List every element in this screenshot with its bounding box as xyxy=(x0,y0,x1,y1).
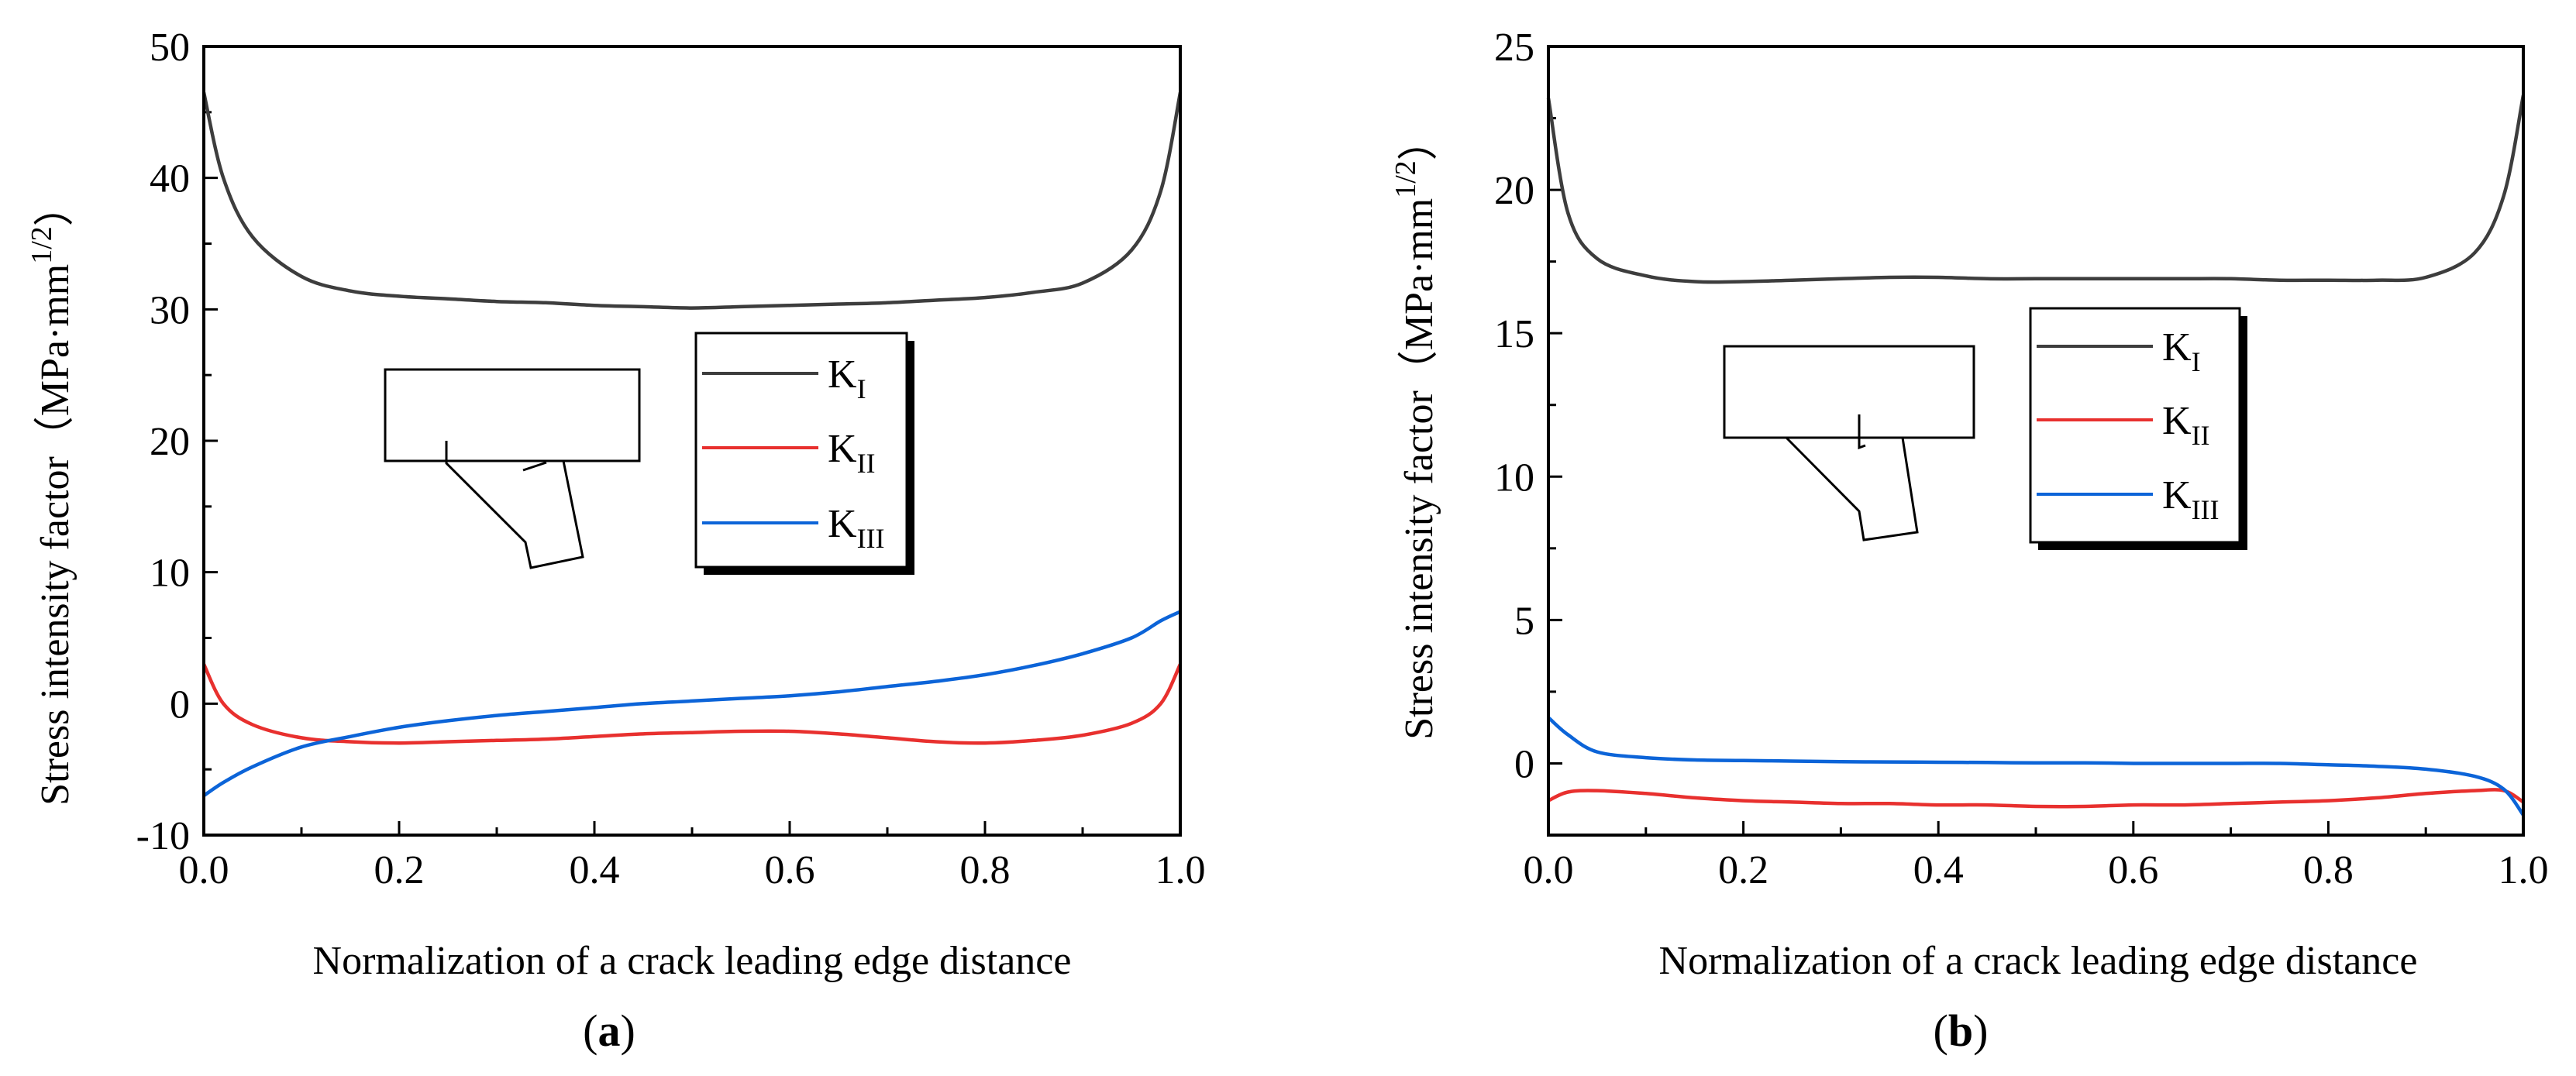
panel-a-caption-letter: a xyxy=(598,1006,621,1056)
panel-b-ylabel-group: Stress intensity factor（MPa·mm1/2） xyxy=(1390,120,1441,740)
panel-a-ytick-label-2: 10 xyxy=(150,552,190,596)
panel-a-series-ii-line xyxy=(201,663,1183,745)
panel-b-legend-ki-base: K xyxy=(2162,325,2192,370)
panel-b-xtick-label-3: 0.6 xyxy=(2108,848,2158,892)
panel-a-legend-label-kiii: KIII xyxy=(828,502,885,554)
panel-a-ytick-label-1: 0 xyxy=(170,682,190,727)
panel-b-x-axis-title: Normalization of a crack leading edge di… xyxy=(1659,939,2418,983)
panel-b-crack-inset xyxy=(1723,345,1975,541)
panel-b-series-ii-line xyxy=(1547,788,2525,809)
panel-a-inset-crack xyxy=(445,441,584,569)
panel-b-xtick-label-0: 0.0 xyxy=(1524,848,1574,892)
panel-b-caption-letter: b xyxy=(1948,1006,1973,1056)
panel-a-crack-inset xyxy=(384,368,641,569)
panel-b-legend-label-kii: KII xyxy=(2162,399,2210,451)
panel-b-xtick-label-5: 1.0 xyxy=(2499,848,2549,892)
panel-a: Stress intensity factor（MPa·mm1/2） 0.0 0.… xyxy=(26,26,1206,1056)
panel-a-legend-ki-sub: I xyxy=(857,373,866,404)
panel-a-series-i-line xyxy=(201,91,1183,310)
panel-b-xtick-label-2: 0.4 xyxy=(1913,848,1964,892)
panel-a-legend-label-ki: KI xyxy=(828,352,866,404)
panel-a-ytick-label-6: 50 xyxy=(150,26,190,70)
panel-a-legend-kiii-sub: III xyxy=(857,523,885,554)
panel-b-legend-ki-sub: I xyxy=(2192,346,2201,377)
panel-a-legend-kiii-base: K xyxy=(828,502,857,546)
panel-b-plot-frame xyxy=(1547,45,2525,837)
panel-a-tick-labels: 0.0 0.2 0.4 0.6 0.8 1.0 -10 0 10 20 30 40 50 xyxy=(136,26,1206,892)
panel-a-legend-label-kii: KII xyxy=(828,427,876,479)
panel-a-xtick-label-5: 1.0 xyxy=(1155,848,1206,892)
panel-b-caption: (b) xyxy=(1934,1006,1989,1056)
panel-b-series-iii-line xyxy=(1547,716,2525,816)
panel-b-legend-kiii-sub: III xyxy=(2192,494,2220,525)
panel-a-y-axis-title: Stress intensity factor（MPa·mm1/2） xyxy=(26,186,77,806)
panel-b-y-axis-title: Stress intensity factor（MPa·mm1/2） xyxy=(1390,120,1441,740)
panel-a-series-iii-line xyxy=(202,610,1181,797)
panel-a-xtick-label-0: 0.0 xyxy=(179,848,229,892)
panel-a-inset-block xyxy=(384,368,641,462)
panel-a-xtick-label-1: 0.2 xyxy=(374,848,425,892)
panel-a-xtick-label-2: 0.4 xyxy=(570,848,620,892)
panel-b-legend: KI KII KIII xyxy=(2029,307,2247,550)
panel-b-ytick-label-1: 5 xyxy=(1514,599,1534,643)
panel-b-ytick-label-3: 15 xyxy=(1494,312,1534,356)
panel-b-legend-label-ki: KI xyxy=(2162,325,2201,377)
panel-b-ylabel-close: ） xyxy=(1397,120,1441,160)
panel-b-tick-labels: 0.0 0.2 0.4 0.6 0.8 1.0 0 5 10 15 20 25 xyxy=(1494,26,2549,892)
panel-b-ytick-label-5: 25 xyxy=(1494,26,1534,70)
panel-a-ytick-label-3: 20 xyxy=(150,420,190,464)
panel-a-xtick-label-4: 0.8 xyxy=(960,848,1011,892)
panel-a-legend-kii-base: K xyxy=(828,427,857,471)
panel-b-legend-kii-sub: II xyxy=(2192,420,2210,451)
panel-a-xtick-label-3: 0.6 xyxy=(765,848,815,892)
panel-a-ticks xyxy=(202,45,1182,837)
panel-b-ytick-label-4: 20 xyxy=(1494,169,1534,213)
panel-a-series-lines xyxy=(201,91,1183,797)
panel-b-ytick-label-2: 10 xyxy=(1494,455,1534,500)
panel-b-inset-block xyxy=(1723,345,1975,439)
panel-a-legend: KI KII KIII xyxy=(694,332,914,575)
panel-a-caption: (a) xyxy=(583,1006,635,1056)
panel-b-xtick-label-1: 0.2 xyxy=(1718,848,1768,892)
panel-a-ytick-label-0: -10 xyxy=(136,814,190,858)
panel-a-legend-kii-sub: II xyxy=(857,448,876,479)
panel-b-legend-label-kiii: KIII xyxy=(2162,473,2220,525)
panel-b: Stress intensity factor（MPa·mm1/2） 0.0 0.… xyxy=(1390,26,2549,1056)
panel-b-legend-kiii-base: K xyxy=(2162,473,2192,517)
panel-b-series-lines xyxy=(1546,95,2526,816)
panel-a-ylabel-close: ） xyxy=(33,186,77,226)
panel-a-ylabel-main: Stress intensity factor（MPa·mm xyxy=(33,264,77,806)
panel-b-legend-kii-base: K xyxy=(2162,399,2192,443)
panel-a-ytick-label-4: 30 xyxy=(150,288,190,332)
panel-a-ylabel-sup: 1/2 xyxy=(26,226,58,264)
panel-a-ytick-label-5: 40 xyxy=(150,157,190,201)
panel-a-ylabel-group: Stress intensity factor（MPa·mm1/2） xyxy=(26,186,77,806)
panel-b-ylabel-sup: 1/2 xyxy=(1390,160,1422,198)
panel-b-ylabel-main: Stress intensity factor（MPa·mm xyxy=(1397,198,1441,740)
panel-a-x-axis-title: Normalization of a crack leading edge di… xyxy=(313,939,1072,983)
panel-b-series-i-line xyxy=(1546,95,2526,284)
panel-b-ytick-label-0: 0 xyxy=(1514,742,1534,786)
panel-a-legend-ki-base: K xyxy=(828,352,857,397)
panel-b-inset-crack xyxy=(1785,414,1919,541)
panel-b-xtick-label-4: 0.8 xyxy=(2303,848,2354,892)
panel-a-plot-frame xyxy=(202,45,1182,837)
